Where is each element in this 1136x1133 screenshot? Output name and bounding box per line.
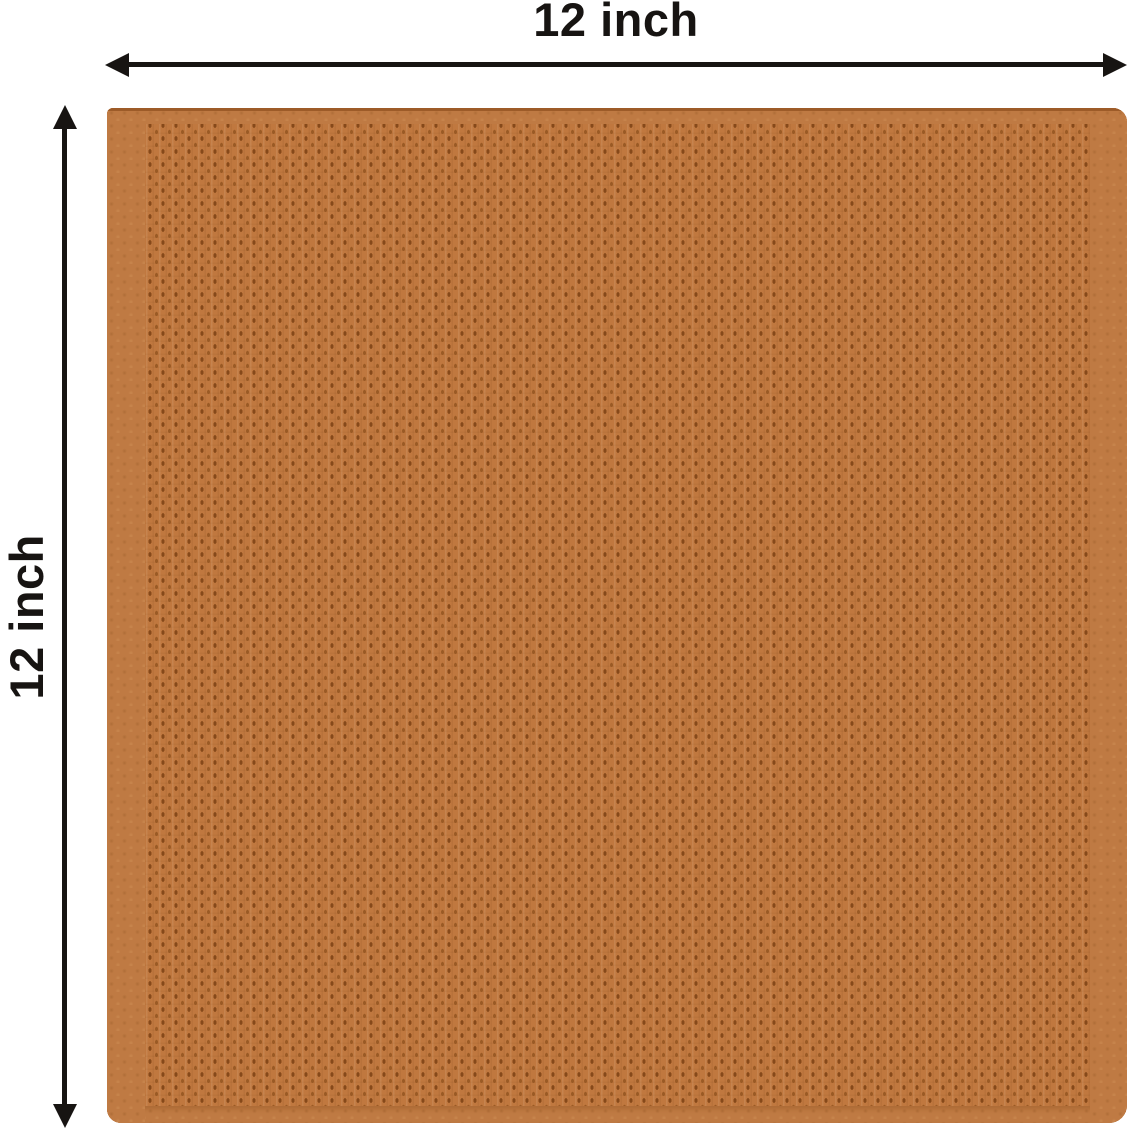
towel-hem-bottom xyxy=(107,1106,1127,1123)
height-arrow-shaft xyxy=(62,121,67,1112)
height-dimension-label-wrap: 12 inch xyxy=(0,105,54,1128)
arrow-down-head-icon xyxy=(53,1104,77,1128)
width-dimension-arrow xyxy=(105,52,1127,78)
towel-waffle-texture xyxy=(107,108,1127,1123)
towel-hem-top xyxy=(107,108,1127,124)
width-arrow-shaft xyxy=(121,62,1111,67)
towel-swatch xyxy=(107,108,1127,1123)
height-dimension-label: 12 inch xyxy=(0,533,54,700)
towel-hem-right xyxy=(1090,108,1127,1123)
towel-hem-left xyxy=(107,108,145,1123)
towel-top-seam xyxy=(107,108,1127,111)
height-dimension-arrow xyxy=(52,105,78,1128)
width-dimension-label: 12 inch xyxy=(533,0,699,46)
arrow-right-head-icon xyxy=(1103,53,1127,77)
